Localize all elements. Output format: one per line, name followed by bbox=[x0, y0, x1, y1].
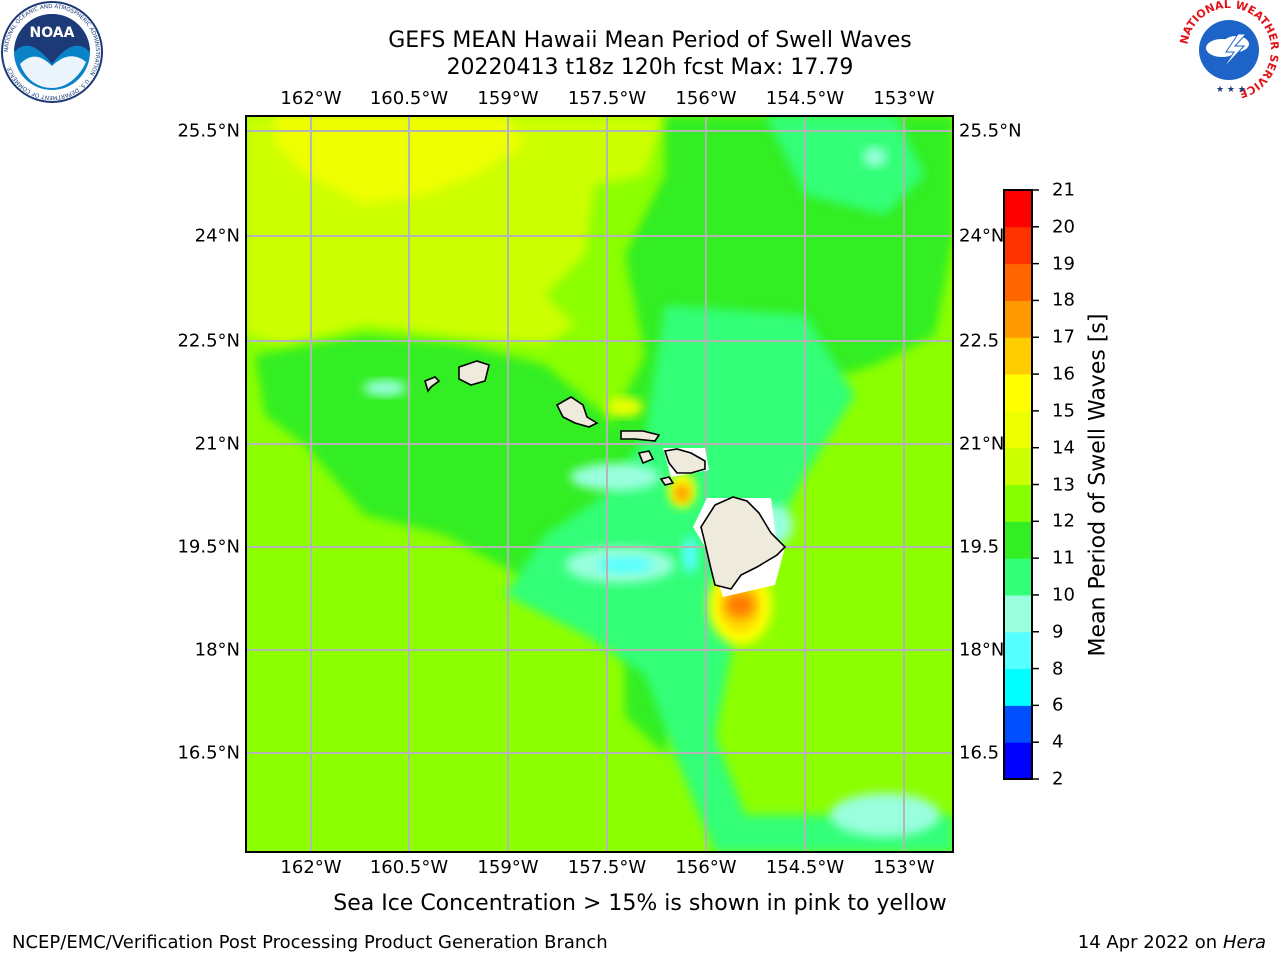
lon-tick-bottom: 153°W bbox=[873, 857, 935, 878]
island-molokai bbox=[620, 430, 661, 442]
contour-8-9-a bbox=[597, 557, 653, 573]
colorbar-swatch bbox=[1004, 631, 1032, 670]
colorbar-label: Mean Period of Swell Waves [s] bbox=[1085, 313, 1111, 657]
islands bbox=[424, 360, 787, 590]
colorbar-tick-label: 12 bbox=[1052, 510, 1075, 532]
lon-tick-bottom: 156°W bbox=[675, 857, 737, 878]
lon-tick-top: 153°W bbox=[873, 88, 935, 109]
island-kauai bbox=[458, 360, 490, 386]
lat-tick-right: 19.5 bbox=[959, 536, 1000, 558]
lat-tick-left: 22.5°N bbox=[177, 330, 240, 352]
lon-tick-bottom: 160.5°W bbox=[369, 857, 449, 878]
colorbar-swatch bbox=[1004, 558, 1032, 596]
island-niihau bbox=[424, 376, 441, 393]
lat-tick-left: 24°N bbox=[194, 225, 240, 247]
colorbar-swatch bbox=[1004, 447, 1032, 485]
contour-17-18-b bbox=[674, 484, 690, 502]
colorbar-tick-label: 11 bbox=[1052, 547, 1075, 569]
lat-tick-right: 24°N bbox=[959, 225, 1005, 247]
footer-date-text: 14 Apr 2022 on bbox=[1077, 932, 1223, 953]
contour-8-9-b bbox=[682, 537, 698, 573]
lon-tick-top: 159°W bbox=[477, 88, 539, 109]
lat-tick-right: 21°N bbox=[959, 433, 1005, 455]
footer-date: 14 Apr 2022 on Hera bbox=[1078, 932, 1266, 953]
lat-tick-left: 16.5°N bbox=[177, 742, 240, 764]
colorbar-tick-label: 15 bbox=[1052, 400, 1075, 422]
colorbar-tick-label: 2 bbox=[1052, 768, 1064, 790]
colorbar-tick-label: 10 bbox=[1052, 584, 1075, 606]
colorbar-tick-label: 6 bbox=[1052, 694, 1064, 716]
colorbar-swatch bbox=[1004, 594, 1032, 633]
contour-9-10-e bbox=[863, 147, 887, 167]
graticule bbox=[245, 115, 954, 853]
colorbar-tick-label: 20 bbox=[1052, 216, 1075, 238]
lat-tick-right: 18°N bbox=[959, 639, 1005, 661]
footer-credit: NCEP/EMC/Verification Post Processing Pr… bbox=[12, 932, 608, 953]
lon-tick-bottom: 157.5°W bbox=[567, 857, 647, 878]
colorbar-swatch bbox=[1004, 410, 1032, 449]
colorbar-swatch bbox=[1004, 263, 1032, 301]
colorbar-tick-label: 8 bbox=[1052, 658, 1064, 680]
island-oahu bbox=[555, 396, 599, 428]
colorbar-swatch bbox=[1004, 374, 1032, 412]
lat-tick-left: 21°N bbox=[194, 433, 240, 455]
svg-text:NOAA: NOAA bbox=[30, 25, 75, 41]
colorbar-swatch bbox=[1004, 668, 1032, 706]
svg-text:★ ★ ★: ★ ★ ★ bbox=[1216, 85, 1246, 95]
lon-tick-bottom: 154.5°W bbox=[765, 857, 845, 878]
contour-17-18-a bbox=[726, 593, 754, 617]
contour-9-10-a bbox=[830, 793, 940, 837]
island-lanai bbox=[637, 450, 655, 465]
island-maui bbox=[663, 448, 706, 474]
chart-title: GEFS MEAN Hawaii Mean Period of Swell Wa… bbox=[388, 28, 912, 53]
colorbar-tick-label: 14 bbox=[1052, 437, 1075, 459]
contour-9-10-d bbox=[363, 380, 407, 396]
lon-tick-bottom: 159°W bbox=[477, 857, 539, 878]
colorbar-tick-label: 16 bbox=[1052, 363, 1075, 385]
colorbar-tick-label: 9 bbox=[1052, 621, 1064, 643]
colorbar-swatch bbox=[1004, 300, 1032, 338]
colorbar-tick-label: 4 bbox=[1052, 731, 1064, 753]
island-kahoolawe bbox=[659, 476, 675, 486]
lon-tick-top: 156°W bbox=[675, 88, 737, 109]
lat-tick-right: 22.5 bbox=[959, 330, 1000, 352]
contour-9-10-c bbox=[570, 463, 660, 491]
colorbar-swatch bbox=[1004, 521, 1032, 559]
nws-logo: NATIONAL WEATHER SERVICE ★ ★ ★ bbox=[1178, 0, 1280, 100]
contour-14-15-c bbox=[607, 397, 643, 417]
colorbar-tick-label: 18 bbox=[1052, 289, 1075, 311]
colorbar-swatch bbox=[1004, 484, 1032, 522]
lon-tick-top: 154.5°W bbox=[765, 88, 845, 109]
colorbar-tick-label: 13 bbox=[1052, 474, 1075, 495]
lat-tick-left: 18°N bbox=[194, 639, 240, 661]
lat-tick-left: 19.5°N bbox=[177, 536, 240, 558]
sea-ice-caption: Sea Ice Concentration > 15% is shown in … bbox=[333, 891, 947, 916]
contour-14-15 bbox=[275, 115, 525, 205]
footer-host: Hera bbox=[1222, 932, 1266, 953]
lat-tick-right: 16.5 bbox=[959, 742, 1000, 764]
colorbar-swatch bbox=[1004, 337, 1032, 375]
swell-period-map bbox=[245, 115, 954, 853]
island-hawaii bbox=[700, 496, 787, 590]
lon-tick-top: 160.5°W bbox=[369, 88, 449, 109]
colorbar bbox=[1003, 189, 1039, 780]
colorbar-swatch bbox=[1004, 705, 1032, 743]
colorbar-tick-label: 21 bbox=[1052, 179, 1075, 201]
colorbar-swatch bbox=[1004, 226, 1032, 265]
lon-tick-top: 162°W bbox=[280, 88, 342, 109]
chart-subtitle: 20220413 t18z 120h fcst Max: 17.79 bbox=[446, 55, 854, 80]
lat-tick-right: 25.5°N bbox=[959, 120, 1022, 142]
noaa-logo: NATIONAL OCEANIC AND ATMOSPHERIC ADMINIS… bbox=[1, 1, 103, 103]
lat-tick-left: 25.5°N bbox=[177, 120, 240, 142]
colorbar-tick-label: 17 bbox=[1052, 326, 1075, 348]
colorbar-tick-label: 19 bbox=[1052, 253, 1075, 275]
lon-tick-bottom: 162°W bbox=[280, 857, 342, 878]
colorbar-swatch bbox=[1004, 742, 1032, 780]
lon-tick-top: 157.5°W bbox=[567, 88, 647, 109]
colorbar-swatch bbox=[1004, 190, 1032, 228]
